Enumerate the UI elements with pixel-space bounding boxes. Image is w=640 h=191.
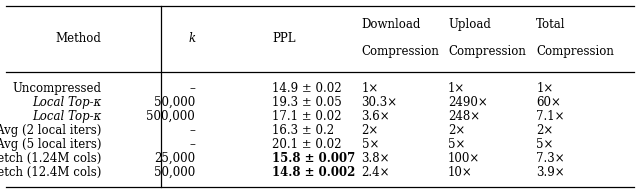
- Text: Sketch (12.4M cols): Sketch (12.4M cols): [0, 166, 101, 179]
- Text: Compression: Compression: [362, 45, 440, 58]
- Text: –: –: [189, 82, 195, 95]
- Text: 14.8 ± 0.002: 14.8 ± 0.002: [272, 166, 355, 179]
- Text: 60×: 60×: [536, 96, 561, 109]
- Text: 1×: 1×: [448, 82, 465, 95]
- Text: 50,000: 50,000: [154, 96, 195, 109]
- Text: FedAvg (5 local iters): FedAvg (5 local iters): [0, 138, 101, 151]
- Text: 3.8×: 3.8×: [362, 152, 390, 165]
- Text: 2×: 2×: [362, 124, 379, 137]
- Text: 50,000: 50,000: [154, 166, 195, 179]
- Text: Local Top-κ: Local Top-κ: [32, 96, 101, 109]
- Text: Sketch (1.24M cols): Sketch (1.24M cols): [0, 152, 101, 165]
- Text: 15.8 ± 0.007: 15.8 ± 0.007: [272, 152, 355, 165]
- Text: Total: Total: [536, 18, 566, 31]
- Text: 1×: 1×: [536, 82, 554, 95]
- Text: 7.1×: 7.1×: [536, 110, 565, 123]
- Text: Uncompressed: Uncompressed: [12, 82, 101, 95]
- Text: 14.9 ± 0.02: 14.9 ± 0.02: [272, 82, 342, 95]
- Text: 30.3×: 30.3×: [362, 96, 397, 109]
- Text: 2×: 2×: [448, 124, 465, 137]
- Text: 248×: 248×: [448, 110, 480, 123]
- Text: 16.3 ± 0.2: 16.3 ± 0.2: [272, 124, 334, 137]
- Text: Local Top-κ: Local Top-κ: [32, 110, 101, 123]
- Text: Compression: Compression: [448, 45, 526, 58]
- Text: 500,000: 500,000: [147, 110, 195, 123]
- Text: 3.6×: 3.6×: [362, 110, 390, 123]
- Text: PPL: PPL: [272, 32, 296, 45]
- Text: –: –: [189, 138, 195, 151]
- Text: 25,000: 25,000: [154, 152, 195, 165]
- Text: Compression: Compression: [536, 45, 614, 58]
- Text: 10×: 10×: [448, 166, 473, 179]
- Text: 5×: 5×: [536, 138, 554, 151]
- Text: 2.4×: 2.4×: [362, 166, 390, 179]
- Text: 7.3×: 7.3×: [536, 152, 565, 165]
- Text: 19.3 ± 0.05: 19.3 ± 0.05: [272, 96, 342, 109]
- Text: 5×: 5×: [448, 138, 465, 151]
- Text: 2×: 2×: [536, 124, 554, 137]
- Text: –: –: [189, 124, 195, 137]
- Text: FedAvg (2 local iters): FedAvg (2 local iters): [0, 124, 101, 137]
- Text: 20.1 ± 0.02: 20.1 ± 0.02: [272, 138, 342, 151]
- Text: Upload: Upload: [448, 18, 491, 31]
- Text: 2490×: 2490×: [448, 96, 488, 109]
- Text: 1×: 1×: [362, 82, 379, 95]
- Text: 17.1 ± 0.02: 17.1 ± 0.02: [272, 110, 342, 123]
- Text: Download: Download: [362, 18, 421, 31]
- Text: 5×: 5×: [362, 138, 379, 151]
- Text: 3.9×: 3.9×: [536, 166, 565, 179]
- Text: 100×: 100×: [448, 152, 480, 165]
- Text: k: k: [188, 32, 195, 45]
- Text: Method: Method: [55, 32, 101, 45]
